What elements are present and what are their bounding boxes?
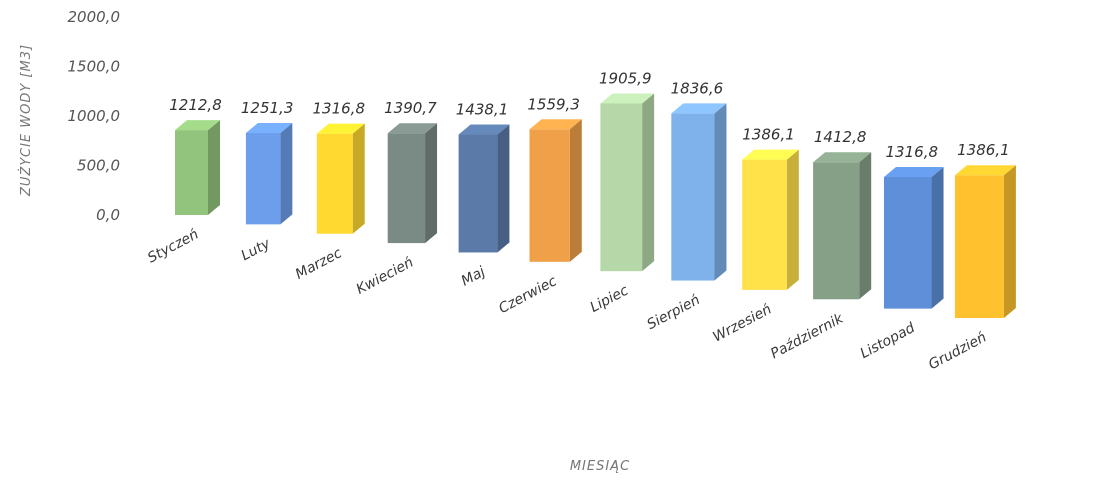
bar-front [458,134,498,253]
bar-front [316,133,353,234]
bar-top [387,123,438,134]
bar [245,123,293,225]
bar-top [600,93,655,104]
category-label: Czerwiec [496,273,560,317]
y-tick-label: 1500,0 [68,58,121,76]
y-axis-label: ZUŻYCIE WODY [M3] [18,44,34,197]
bar-side [497,124,510,253]
bar-side [786,149,799,290]
data-label: 1559,3 [527,95,580,113]
y-tick-label: 2000,0 [68,8,121,26]
data-label: 1390,7 [384,99,437,117]
data-label: 1316,8 [886,143,939,161]
bar-top [671,103,727,114]
bar-front [742,159,787,290]
data-label: 1212,8 [169,96,222,114]
bar-side [280,123,293,225]
bars [175,93,1016,318]
bar-side [569,119,582,262]
category-label: Sierpień [645,292,703,333]
bar [600,93,655,272]
bar [175,120,220,215]
bar-side [352,123,365,234]
bar [387,123,438,244]
bar [813,152,872,300]
data-label: 1316,8 [313,100,366,118]
bar [671,103,727,281]
bar [458,124,510,253]
category-label: Listopad [858,320,918,362]
category-label: Październik [768,310,847,362]
bar-front [884,176,932,309]
bar-front [954,175,1004,318]
bar-side [425,123,438,244]
data-label: 1386,1 [742,126,795,144]
bar-front [671,113,715,281]
bar-top [458,124,510,135]
category-label: Maj [459,264,488,290]
bar-front [245,133,281,225]
bar [316,123,365,234]
data-label: 1251,3 [241,99,294,117]
bar [529,119,582,262]
data-label: 1905,9 [599,69,652,87]
data-labels: 1212,8 1251,3 1316,8 1390,7 1438,1 1559,3 1905… [169,69,1009,160]
data-label: 1412,8 [814,128,867,146]
bar-side [208,120,220,215]
bar-front [529,129,570,262]
bar-side [859,152,872,300]
category-label: Grudzień [926,329,989,373]
bar-top [954,165,1016,176]
bar [884,166,944,309]
y-tick-label: 1000,0 [68,107,121,125]
bar-top [175,120,220,131]
bar-top [742,149,799,160]
bar-top [316,123,365,134]
category-label: Wrzesień [710,301,774,345]
data-label: 1386,1 [957,141,1010,159]
bar [954,165,1016,318]
data-label: 1438,1 [456,101,509,119]
bar-top [813,152,872,163]
bar-front [813,162,860,300]
bar-side [1003,165,1016,318]
y-tick-label: 500,0 [77,157,120,175]
bar-side [931,166,944,309]
category-label: Marzec [293,245,345,283]
x-axis-label: MIESIĄC [570,459,630,474]
y-tick-label: 0,0 [96,206,120,224]
bar-side [642,93,655,272]
bar-side [714,103,727,281]
bar-top [529,119,582,130]
category-label: Luty [239,235,274,264]
y-axis-title: ZUŻYCIE WODY [M3] [18,44,34,197]
bar [742,149,799,290]
category-label: Kwiecień [354,254,416,297]
bar-front [387,133,426,244]
data-label: 1836,6 [671,79,724,97]
bar-top [245,123,293,134]
bar-front [600,103,643,272]
bar-front [175,130,208,215]
category-label: Styczeń [145,226,201,266]
bar-top [884,166,944,177]
y-axis-ticks: 2000,0 1500,0 1000,0 500,0 0,0 [68,8,121,224]
category-label: Lipiec [588,282,632,315]
